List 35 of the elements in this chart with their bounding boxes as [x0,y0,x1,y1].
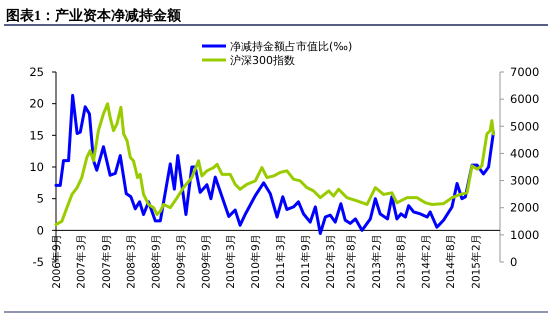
x-tick-label: 2012年3月 [324,233,337,289]
y2-tick-label: 1000 [510,228,540,242]
y2-tick-label: 3000 [510,174,540,188]
x-tick-label: 2009年3月 [175,233,188,289]
y-tick-label: 0 [36,223,44,238]
x-tick-label: 2007年9月 [100,233,113,289]
y-tick-label: -5 [32,255,44,269]
y2-tick-label: 2000 [510,200,540,215]
y-tick-label: 25 [29,65,44,79]
y2-tick-label: 0 [510,255,518,269]
x-tick-label: 2012年8月 [346,233,358,289]
x-tick-label: 2007年3月 [76,233,88,289]
x-tick-label: 2011年9月 [300,233,312,289]
x-tick-label: 2008年3月 [126,233,138,289]
y2-tick-label: 4000 [510,146,540,160]
y-tick-label: 20 [29,96,44,111]
x-tick-label: 2011年3月 [274,233,287,289]
x-tick-label: 2013年2月 [370,233,383,289]
x-tick-label: 2015年2月 [470,233,482,289]
x-tick-label: 2014年8月 [445,233,458,289]
legend-label: 净减持金额占市值比(‰) [230,40,352,53]
x-tick-label: 2014年2月 [420,233,433,289]
x-tick-label: 2010年9月 [250,233,262,289]
chart-title: 图表1：产业资本净减持金额 [6,7,182,24]
x-tick-label: 2010年3月 [225,233,238,289]
y2-tick-label: 6000 [510,92,540,106]
y-tick-label: 5 [36,192,44,206]
x-tick-label: 2013年8月 [395,233,408,289]
x-tick-label: 2008年9月 [150,233,163,289]
legend-label: 沪深300指数 [230,54,295,67]
x-tick-label: 2009年9月 [200,233,212,289]
y-tick-label: 15 [29,128,44,142]
y-tick-label: 10 [29,160,44,174]
y2-tick-label: 7000 [510,65,540,79]
y2-tick-label: 5000 [510,119,540,134]
